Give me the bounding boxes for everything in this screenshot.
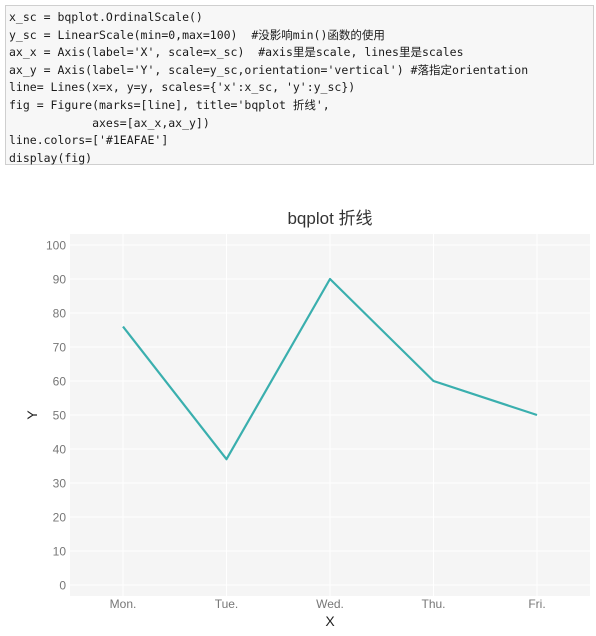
y-axis-label: Y <box>24 410 40 420</box>
x-tick-label: Thu. <box>421 597 445 611</box>
y-tick-label: 0 <box>59 579 66 593</box>
x-tick-label: Mon. <box>110 597 137 611</box>
code-line: y_sc = LinearScale(min=0,max=100) #没影响mi… <box>9 27 385 42</box>
y-axis-ticks: 0 10 20 30 40 50 60 70 80 90 100 <box>46 239 66 593</box>
x-axis-ticks: Mon. Tue. Wed. Thu. Fri. <box>110 597 546 611</box>
y-tick-label: 90 <box>53 273 67 287</box>
line-chart: 0 10 20 30 40 50 60 70 80 90 100 Mon. Tue. Wed. Thu. F… <box>24 209 590 629</box>
y-tick-label: 80 <box>53 307 67 321</box>
y-tick-label: 30 <box>53 477 67 491</box>
code-line: display(fig) <box>9 150 93 165</box>
x-axis-label: X <box>325 613 335 629</box>
y-tick-label: 20 <box>53 511 67 525</box>
y-tick-label: 40 <box>53 443 67 457</box>
y-tick-label: 10 <box>53 545 67 559</box>
code-line: axes=[ax_x,ax_y]) <box>9 115 210 130</box>
code-line: x_sc = bqplot.OrdinalScale() <box>9 10 203 24</box>
code-line: line.colors=['#1EAFAE'] <box>9 133 169 148</box>
y-tick-label: 100 <box>46 239 66 253</box>
x-tick-label: Wed. <box>316 597 344 611</box>
code-line: fig = Figure(marks=[line], title='bqplot… <box>9 97 330 112</box>
code-line: ax_y = Axis(label='Y', scale=y_sc,orient… <box>9 62 529 77</box>
y-tick-label: 60 <box>53 375 67 389</box>
code-line: ax_x = Axis(label='X', scale=x_sc) #axis… <box>9 45 464 60</box>
chart-output: 0 10 20 30 40 50 60 70 80 90 100 Mon. Tue. Wed. Thu. F… <box>0 190 596 632</box>
series-line <box>122 277 538 461</box>
code-line: line= Lines(x=x, y=y, scales={'x':x_sc, … <box>9 80 356 95</box>
x-tick-label: Fri. <box>528 597 545 611</box>
code-cell[interactable]: x_sc = bqplot.OrdinalScale() y_sc = Line… <box>5 5 594 165</box>
y-tick-label: 70 <box>53 341 67 355</box>
x-tick-label: Tue. <box>215 597 239 611</box>
y-tick-label: 50 <box>53 409 67 423</box>
chart-title: bqplot 折线 <box>287 209 372 228</box>
